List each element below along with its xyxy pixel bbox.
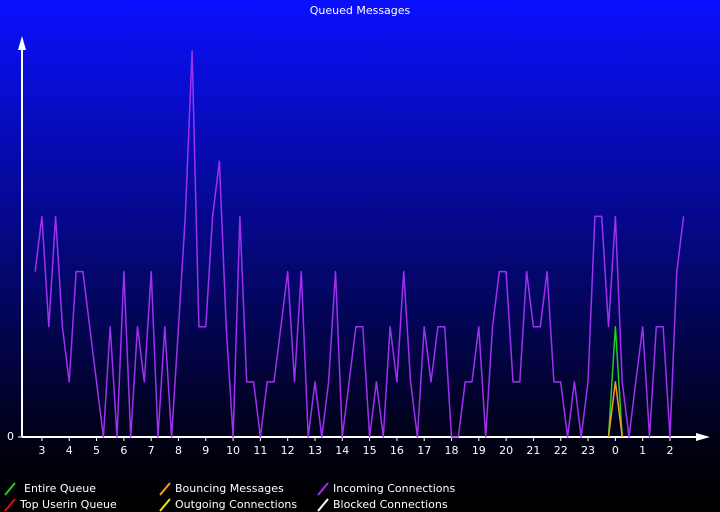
legend-swatch	[317, 498, 329, 512]
x-tick-label: 10	[226, 444, 240, 457]
x-tick-label: 8	[175, 444, 182, 457]
x-tick-label: 12	[281, 444, 295, 457]
x-tick-label: 21	[526, 444, 540, 457]
y-axis-arrow	[18, 36, 26, 50]
y-tick-label: 0	[7, 430, 14, 443]
legend-swatch	[4, 482, 16, 496]
x-tick-label: 4	[66, 444, 73, 457]
legend-swatch	[159, 482, 171, 496]
x-tick-label: 15	[363, 444, 377, 457]
legend-label: Top Userin Queue	[19, 498, 117, 511]
x-tick-label: 9	[202, 444, 209, 457]
x-tick-label: 16	[390, 444, 404, 457]
legend-item: Blocked Connections	[317, 498, 448, 512]
legend-label: Incoming Connections	[333, 482, 455, 495]
x-tick-label: 1	[639, 444, 646, 457]
series-line	[34, 50, 685, 438]
series-line	[607, 325, 623, 438]
legend-item: Incoming Connections	[317, 482, 455, 496]
legend-label: Blocked Connections	[333, 498, 448, 511]
legend-item: Outgoing Connections	[159, 498, 297, 512]
chart-title: Queued Messages	[310, 4, 411, 17]
x-tick-label: 3	[38, 444, 45, 457]
legend-label: Entire Queue	[24, 482, 96, 495]
x-tick-label: 22	[554, 444, 568, 457]
x-tick-label: 0	[612, 444, 619, 457]
legend-item: Entire Queue	[4, 482, 96, 496]
x-tick-label: 5	[93, 444, 100, 457]
x-tick-label: 23	[581, 444, 595, 457]
x-tick-label: 18	[445, 444, 459, 457]
x-tick-label: 11	[253, 444, 267, 457]
legend-label: Bouncing Messages	[175, 482, 284, 495]
x-tick-label: 6	[120, 444, 127, 457]
legend-item: Bouncing Messages	[159, 482, 284, 496]
axes	[18, 36, 710, 441]
x-tick-label: 13	[308, 444, 322, 457]
x-tick-label: 2	[666, 444, 673, 457]
x-tick-label: 19	[472, 444, 486, 457]
x-tick-label: 14	[335, 444, 349, 457]
x-tick-label: 7	[148, 444, 155, 457]
series-line	[607, 381, 623, 438]
x-axis-arrow	[696, 433, 710, 441]
legend-item: Top Userin Queue	[4, 498, 117, 512]
x-tick-label: 20	[499, 444, 513, 457]
legend-swatch	[317, 482, 329, 496]
legend-label: Outgoing Connections	[175, 498, 297, 511]
x-tick-label: 17	[417, 444, 431, 457]
legend-swatch	[159, 498, 171, 512]
legend-swatch	[4, 498, 16, 512]
